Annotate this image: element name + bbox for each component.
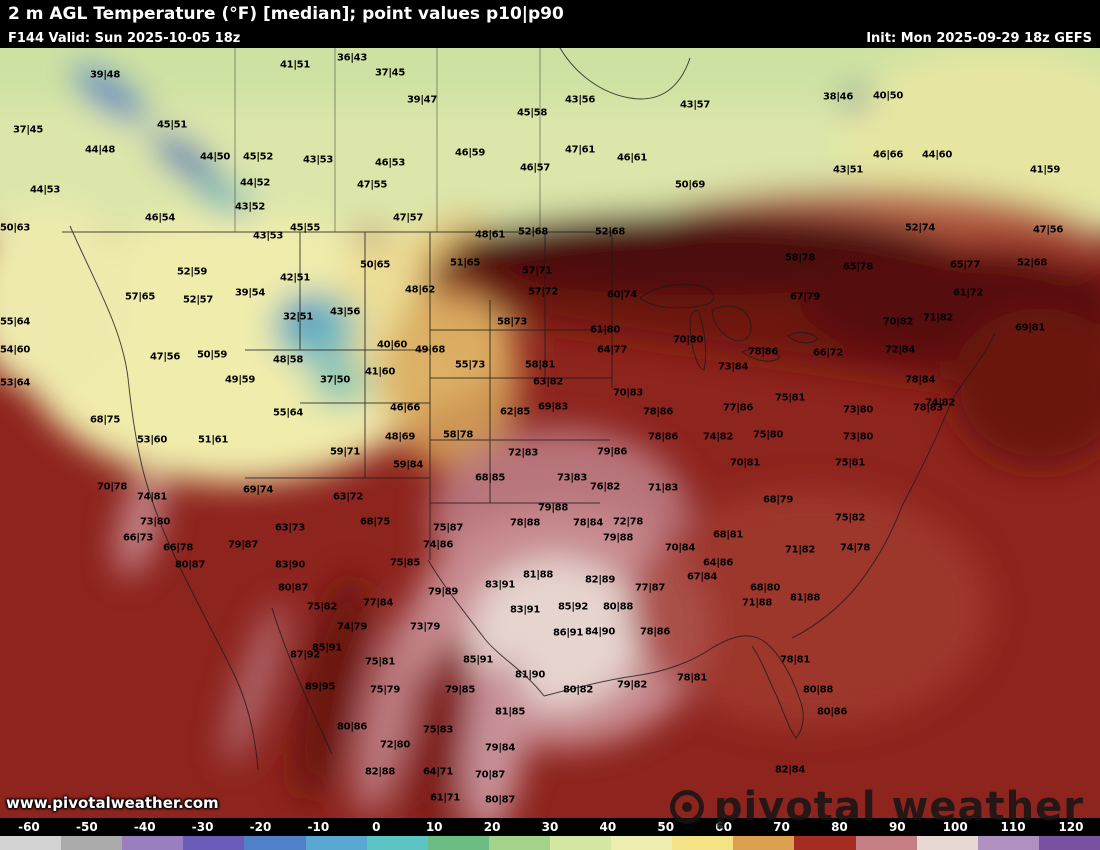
colorbar-segment (672, 836, 734, 850)
colorbar-tick-label: 50 (657, 820, 675, 834)
colorbar-segment (549, 836, 612, 850)
colorbar-tick-label: 100 (942, 820, 968, 834)
map-borders (62, 48, 996, 771)
pivotal-weather-watermark: pivotal weather (669, 784, 1084, 830)
colorbar-segment (916, 836, 978, 850)
colorbar-tick-label: -40 (133, 820, 156, 834)
colorbar-segment (366, 836, 428, 850)
colorbar-tick-label: 30 (541, 820, 559, 834)
north-america-temperature-map (0, 48, 1100, 818)
colorbar-segment (244, 836, 306, 850)
pivotalweather-logo-icon (669, 790, 704, 824)
colorbar-segment (855, 836, 917, 850)
colorbar-tick-label: 40 (599, 820, 617, 834)
colorbar-tick-label: 10 (425, 820, 443, 834)
colorbar-segment (305, 836, 367, 850)
colorbar-segment (183, 836, 245, 850)
temperature-colorbar: -60 -50 -40 -30 -20 -10 0 10 20 30 40 50 60 70 80 90 100… (0, 818, 1100, 850)
map-subtitle-bar: F144 Valid: Sun 2025-10-05 18z Init: Mon… (0, 28, 1100, 48)
colorbar-segment (733, 836, 795, 850)
colorbar-segment (488, 836, 550, 850)
map-title-bar: 2 m AGL Temperature (°F) [median]; point… (0, 0, 1100, 28)
province-borders (234, 48, 541, 232)
colorbar-segment (0, 836, 62, 850)
colorbar-segment (427, 836, 489, 850)
colorbar-tick-label: -60 (18, 820, 40, 834)
colorbar-tick-label: 60 (715, 820, 732, 834)
website-url-watermark: www.pivotalweather.com (6, 794, 219, 812)
colorbar-tick-label: 0 (372, 820, 381, 834)
colorbar-strip (0, 836, 1100, 850)
map-title: 2 m AGL Temperature (°F) [median]; point… (8, 4, 564, 24)
colorbar-segment (611, 836, 673, 850)
colorbar-segment (122, 836, 184, 850)
pivotalweather-logo-text: pivotal weather (713, 784, 1084, 830)
colorbar-tick-label: -10 (307, 820, 330, 834)
colorbar-segment (977, 836, 1039, 850)
colorbar-tick-label: -20 (249, 820, 272, 834)
valid-time-label: F144 Valid: Sun 2025-10-05 18z (8, 30, 241, 46)
colorbar-tick-label: 20 (483, 820, 501, 834)
colorbar-segment (61, 836, 123, 850)
colorbar-tick-label: -30 (191, 820, 214, 834)
map-canvas (0, 48, 1100, 818)
colorbar-tick-label: 120 (1058, 820, 1084, 834)
colorbar-segment (794, 836, 856, 850)
colorbar-tick-label: 80 (831, 820, 848, 834)
colorbar-ticks: -60 -50 -40 -30 -20 -10 0 10 20 30 40 50 60 70 80 90 100… (0, 818, 1100, 836)
colorbar-tick-label: -50 (75, 820, 98, 834)
colorbar-tick-label: 90 (888, 820, 906, 834)
colorbar-tick-label: 70 (773, 820, 790, 834)
init-time-label: Init: Mon 2025-09-29 18z GEFS (866, 30, 1092, 46)
colorbar-segment (1038, 836, 1100, 850)
colorbar-tick-label: 110 (1000, 820, 1026, 834)
